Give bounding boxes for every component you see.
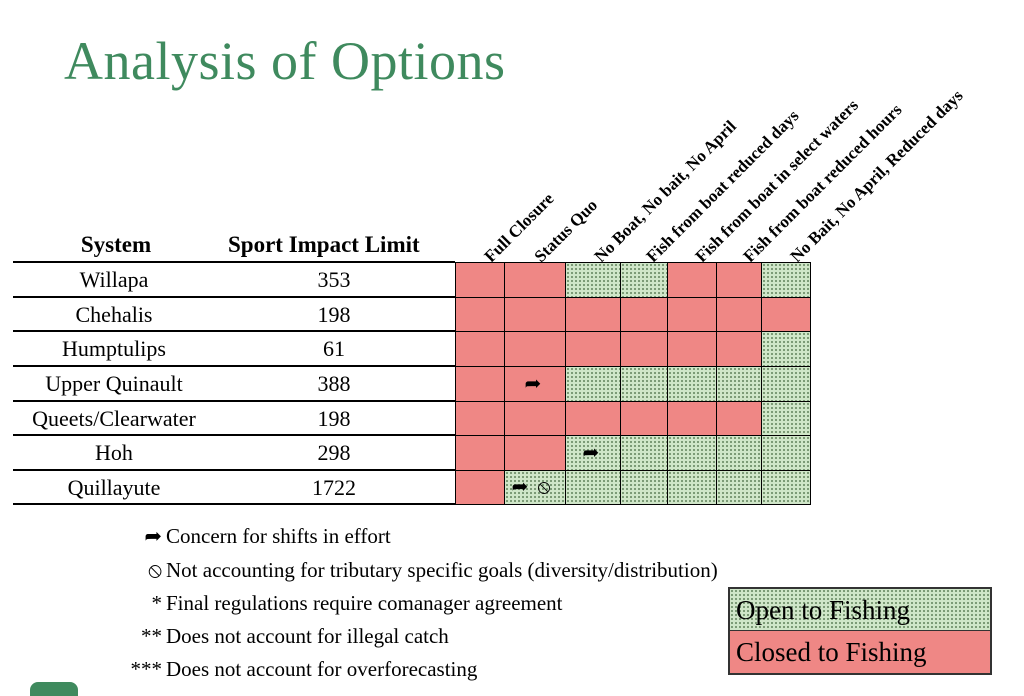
table-top-rule <box>13 261 455 263</box>
legend-text: Does not account for illegal catch <box>166 624 449 648</box>
row-divider <box>13 434 455 436</box>
options-grid: ➦ ➦ ➦ ⦸ <box>455 262 811 505</box>
sport-impact-limit-value: 388 <box>317 371 351 396</box>
option-cell-open <box>565 470 621 505</box>
sport-impact-limit-header: Sport Impact Limit <box>228 232 420 257</box>
row-divider <box>13 330 455 332</box>
option-cell-open <box>716 435 762 471</box>
legend-item-tributary: ⦸ Not accounting for tributary specific g… <box>128 556 718 584</box>
row-divider <box>13 400 455 402</box>
option-cell-closed <box>716 401 762 436</box>
page-title: Analysis of Options <box>64 31 506 91</box>
sport-impact-limit-value: 198 <box>317 406 351 431</box>
option-cell-closed <box>504 435 566 471</box>
option-cell-closed <box>455 297 505 332</box>
option-cell-closed <box>620 297 668 332</box>
option-cell-open <box>565 366 621 402</box>
table-bottom-rule <box>13 503 455 505</box>
system-name: Quillayute <box>67 475 161 500</box>
option-cell-closed <box>620 331 668 367</box>
legend-item-overforecasting: *** Does not account for overforecasting <box>128 655 478 683</box>
row-divider <box>13 365 455 367</box>
option-cell-closed <box>667 262 717 298</box>
color-key: Open to Fishing Closed to Fishing <box>728 587 992 675</box>
option-cell-open <box>667 366 717 402</box>
shift-arrow-icon: ➦ <box>524 372 542 395</box>
option-cell-open <box>620 470 668 505</box>
option-cell-open <box>761 262 811 298</box>
system-name: Queets/Clearwater <box>32 406 196 431</box>
option-cell-closed <box>455 401 505 436</box>
option-cell-closed <box>455 262 505 298</box>
option-cell-open <box>761 331 811 367</box>
shift-arrow-icon: ➦ <box>144 524 162 548</box>
system-name: Chehalis <box>75 302 153 327</box>
option-cell-open <box>620 435 668 471</box>
option-cell-closed <box>716 262 762 298</box>
option-cell-open <box>667 435 717 471</box>
option-cell-closed <box>504 331 566 367</box>
option-cell-closed <box>504 401 566 436</box>
option-cell-closed <box>565 297 621 332</box>
sport-impact-limit-value: 1722 <box>312 475 356 500</box>
option-cell-open <box>761 401 811 436</box>
option-cell-open <box>716 366 762 402</box>
option-cell-closed <box>504 262 566 298</box>
option-cell-open <box>761 366 811 402</box>
option-cell-closed <box>667 297 717 332</box>
legend-text: Does not account for overforecasting <box>166 657 478 681</box>
logo <box>30 682 78 696</box>
legend-text: Not accounting for tributary specific go… <box>166 558 718 582</box>
row-divider <box>13 469 455 471</box>
option-cell-closed <box>667 401 717 436</box>
shift-arrow-icon: ➦ <box>511 476 529 498</box>
sport-impact-limit-value: 298 <box>317 440 351 465</box>
option-cell-closed <box>761 297 811 332</box>
option-cell-open <box>716 470 762 505</box>
no-tributary-icon: ⦸ <box>537 476 551 498</box>
closed-to-fishing-key: Closed to Fishing <box>730 631 990 673</box>
legend-text: Final regulations require comanager agre… <box>166 591 563 615</box>
sport-impact-limit-value: 353 <box>317 267 351 292</box>
footnote-symbol: ** <box>141 624 162 648</box>
option-cell-open <box>761 435 811 471</box>
option-cell-closed <box>455 470 505 505</box>
option-cell-open <box>620 366 668 402</box>
option-cell-closed <box>667 331 717 367</box>
option-cell-closed <box>716 331 762 367</box>
row-divider <box>13 296 455 298</box>
legend-item-comanager: * Final regulations require comanager agr… <box>128 589 563 617</box>
option-cell-open <box>761 470 811 505</box>
system-column-header: System <box>80 232 152 257</box>
option-cell-closed <box>455 366 505 402</box>
no-tributary-icon: ⦸ <box>148 558 162 582</box>
system-name: Humptulips <box>62 336 166 361</box>
option-cell-closed <box>455 435 505 471</box>
option-cell-open <box>667 470 717 505</box>
option-cell-closed <box>716 297 762 332</box>
option-cell-closed <box>565 331 621 367</box>
option-cell-open <box>504 470 566 505</box>
option-cell-closed <box>565 401 621 436</box>
open-to-fishing-key: Open to Fishing <box>730 589 990 631</box>
system-name: Upper Quinault <box>45 371 183 396</box>
legend-item-illegal-catch: ** Does not account for illegal catch <box>128 622 449 650</box>
sport-impact-limit-value: 61 <box>323 336 345 361</box>
system-name: Hoh <box>95 440 133 465</box>
system-name: Willapa <box>79 267 149 292</box>
legend-text: Concern for shifts in effort <box>166 524 391 548</box>
option-cell-closed <box>504 297 566 332</box>
footnote-symbol: * <box>151 591 163 615</box>
footnote-symbol: *** <box>130 657 163 681</box>
legend-item-shift: ➦ Concern for shifts in effort <box>128 522 391 550</box>
option-cell-closed <box>620 401 668 436</box>
sport-impact-limit-value: 198 <box>317 302 351 327</box>
option-cell-closed <box>455 331 505 367</box>
shift-arrow-icon: ➦ <box>582 441 600 464</box>
option-cell-open <box>620 262 668 298</box>
option-cell-open <box>565 262 621 298</box>
